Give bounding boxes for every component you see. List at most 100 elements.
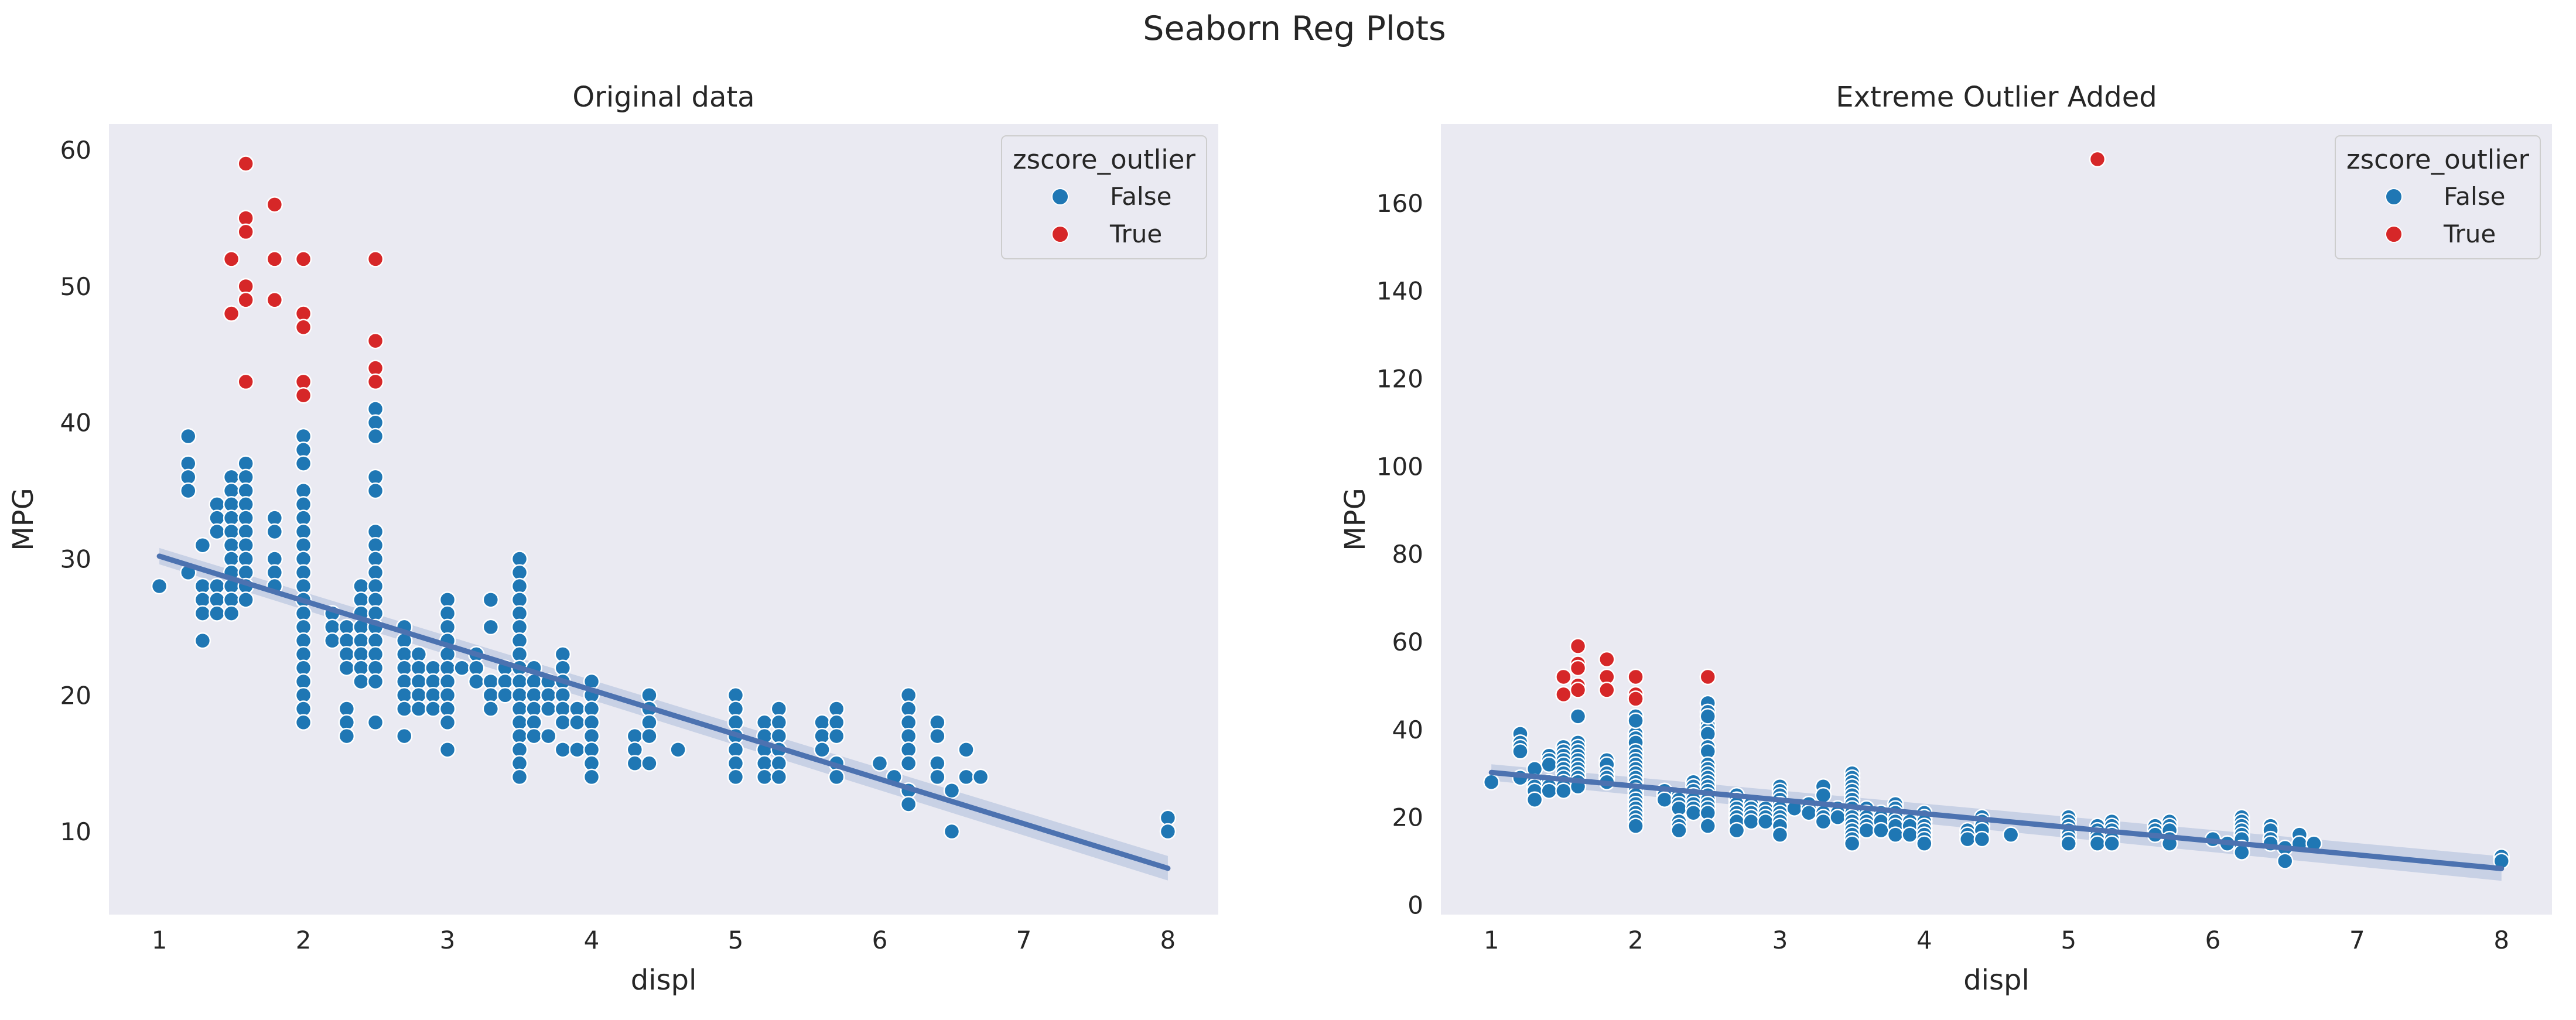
data-point [929,727,946,745]
x-tick-label: 3 [440,926,456,954]
y-tick-label: 20 [60,681,91,710]
y-tick-label: 60 [1392,628,1423,656]
x-tick-label: 8 [1160,926,1176,954]
data-point [467,673,485,690]
y-axis-label: MPG [1339,488,1372,551]
data-point [295,251,312,268]
data-point [1627,690,1644,707]
data-point [194,536,211,554]
data-point [367,332,384,350]
data-point [367,482,384,499]
x-tick-label: 2 [296,926,312,954]
data-point [1569,682,1587,699]
legend: zscore_outlier False True [1001,135,1207,259]
data-point [194,632,211,649]
data-point [641,727,658,745]
data-point [972,768,989,786]
data-point [237,223,254,241]
data-point [1569,659,1587,677]
y-tick-label: 140 [1376,277,1423,306]
data-point [1771,826,1789,843]
legend-frame [2335,135,2541,259]
data-point [439,741,456,758]
data-point [237,373,254,391]
x-tick-label: 8 [2493,926,2509,954]
y-axis-label: MPG [7,488,40,551]
data-point [756,768,773,786]
data-point [151,577,168,595]
data-point [324,632,341,649]
data-point [1959,830,1976,848]
data-point [1569,638,1587,655]
x-tick-label: 3 [1772,926,1788,954]
data-point [367,427,384,445]
data-point [2002,826,2020,843]
data-point [497,687,514,704]
legend-title: zscore_outlier [2346,144,2529,175]
data-point [929,768,946,786]
data-point [1858,822,1875,839]
data-point [1829,809,1846,826]
data-point [1973,830,1991,848]
x-tick-label: 4 [584,926,600,954]
data-point [482,618,500,636]
y-tick-label: 0 [1407,891,1423,920]
data-point [641,755,658,772]
data-point [209,523,226,540]
data-point [1627,817,1644,834]
data-point [539,700,557,717]
data-point [223,251,240,268]
data-point [900,796,917,813]
data-point [1512,743,1529,760]
y-tick-label: 40 [1392,716,1423,744]
data-point [367,251,384,268]
y-tick-label: 20 [1392,803,1423,832]
data-point [669,741,686,758]
x-tick-label: 1 [1484,926,1499,954]
y-tick-label: 120 [1376,365,1423,393]
data-point [223,305,240,322]
data-point [209,605,226,622]
legend-marker-true [1051,225,1069,243]
plot-original-data: Original data 1 2 3 4 5 6 7 8 10 20 30 40 50 60 displ MP… [7,81,1218,997]
legend-label-true: True [1109,220,1162,248]
data-point [1598,651,1615,668]
regression-line [156,553,1171,871]
data-point [295,319,312,336]
data-point [539,727,557,745]
data-point [1540,756,1558,773]
data-point [1627,712,1644,730]
data-point [1873,822,1890,839]
data-point [395,700,413,717]
data-point [1482,773,1500,791]
data-point [395,727,413,745]
data-point [295,386,312,404]
data-point [943,782,961,799]
legend-marker-true [2385,225,2403,243]
data-point [1569,708,1587,725]
data-point [814,741,831,758]
data-point [1670,822,1687,839]
y-tick-label: 10 [60,817,91,846]
data-point [1901,826,1918,843]
data-point [1540,782,1558,799]
y-tick-label: 30 [60,545,91,574]
data-point [2103,835,2120,852]
data-point [1757,813,1774,830]
data-point [1887,826,1904,843]
data-point [871,755,889,772]
data-point [237,591,254,608]
data-point [900,755,917,772]
data-point [367,714,384,731]
data-point [1555,668,1572,686]
y-tick-label: 100 [1376,452,1423,481]
x-tick-label: 5 [728,926,744,954]
data-point [1699,708,1717,725]
x-tick-label: 5 [2061,926,2076,954]
x-tick-label: 1 [152,926,168,954]
data-point [727,768,744,786]
data-point [958,768,975,786]
data-point [439,714,456,731]
data-point [338,659,356,676]
